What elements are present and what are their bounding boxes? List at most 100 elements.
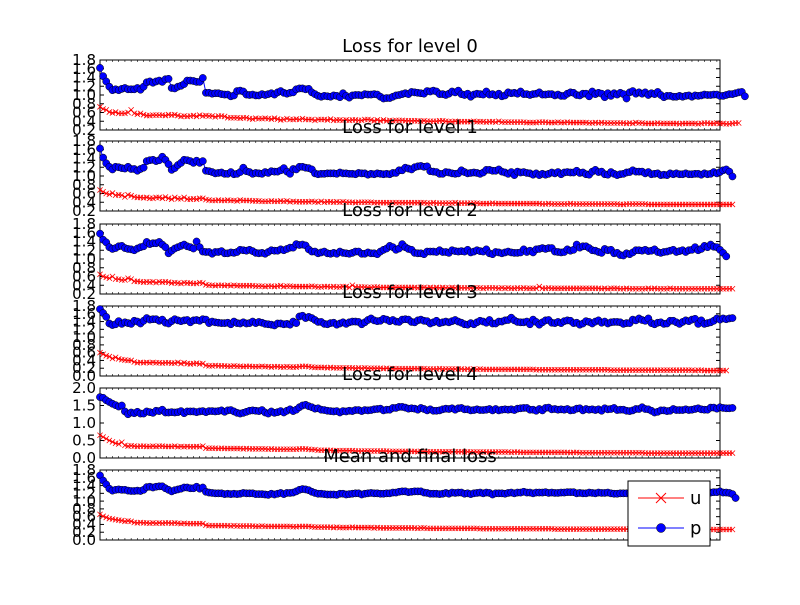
panel-2-p-point-21 — [161, 243, 170, 252]
panel-0: 0.20.40.60.81.01.21.41.61.8 Loss for leve… — [72, 36, 749, 139]
panel-3-ytick-label-8: 1.6 — [72, 305, 96, 323]
panel-0-ytick-label-2: 0.6 — [72, 104, 96, 122]
panel-0-ytick-label-4: 1.0 — [72, 86, 96, 104]
panel-2-u-point-8 — [122, 277, 128, 283]
panel-3-u-point-3 — [106, 353, 113, 360]
panel-1-ytick-label-6: 1.4 — [72, 150, 96, 168]
panel-3-ytick-label-5: 1.0 — [72, 328, 96, 346]
panel-2-ytick-label-1: 0.4 — [72, 276, 96, 294]
panel-1-p-point-203 — [728, 172, 737, 181]
panel-1-u-point-10 — [128, 192, 135, 199]
panel-1-p-point-33 — [198, 157, 207, 165]
panel-2-series-p — [96, 229, 731, 261]
panel-4-ytick-label-3: 1.5 — [72, 397, 96, 415]
panel-2-u-point-203 — [729, 285, 736, 292]
panel-2-p-point-30 — [189, 244, 198, 253]
panel-1-series-u — [97, 187, 736, 208]
panel-0-u-point-40 — [221, 113, 228, 120]
panel-2-p-point-201 — [722, 252, 731, 261]
panel-1-ytick-label-1: 0.4 — [72, 193, 96, 211]
panel-2-u-point-81 — [349, 282, 356, 289]
panel-4-ytick-label-4: 2.0 — [72, 379, 96, 397]
panel-0-u-point-5 — [112, 109, 119, 115]
panel-0-ytick-label-8: 1.8 — [72, 51, 96, 69]
panel-4-p-point-7 — [117, 401, 126, 410]
panel-2-ytick-label-5: 1.2 — [72, 241, 96, 259]
panel-4-series-p — [96, 393, 737, 419]
panel-2-series-u — [97, 271, 736, 292]
panel-5-p-point-204 — [731, 494, 740, 502]
panel-2-p-point-0 — [96, 229, 104, 238]
panel-1-p-point-14 — [139, 163, 148, 172]
panel-2-u-point-10 — [128, 276, 135, 283]
panel-0-u-point-205 — [735, 120, 742, 126]
panel-0-p-point-0 — [96, 64, 104, 72]
panel-2-ytick-label-4: 1.0 — [72, 250, 96, 268]
panel-0-ytick-label-1: 0.4 — [72, 112, 96, 130]
panel-0-u-point-31 — [193, 113, 200, 120]
panel-3-series-u-line — [99, 352, 727, 372]
panel-2-ytick-label-7: 1.6 — [72, 224, 96, 242]
legend-p-marker — [656, 523, 666, 533]
panel-1-u-point-4 — [109, 190, 116, 196]
panel-0-ytick-label-7: 1.6 — [72, 60, 96, 78]
panel-1-u-point-0 — [97, 187, 103, 193]
panel-4-u-point-4 — [109, 439, 116, 445]
panel-1-series-p — [96, 144, 737, 181]
panel-0-u-point-0 — [97, 103, 103, 110]
panel-4-u-point-1 — [100, 434, 106, 440]
panel-3-u-point-33 — [199, 360, 206, 367]
panel-4-u-point-203 — [729, 450, 736, 456]
panel-1-p-point-0 — [96, 144, 104, 153]
panel-0-p-point-22 — [164, 74, 173, 83]
panel-1-u-point-1 — [100, 188, 106, 195]
panel-3-u-point-25 — [175, 359, 181, 366]
panel-3-series-p — [96, 305, 737, 330]
panel-2-ytick-label-0: 0.2 — [72, 285, 96, 303]
panel-3-u-point-201 — [723, 367, 730, 374]
panel-1-u-point-23 — [168, 196, 175, 203]
panel-2-u-point-3 — [106, 275, 113, 282]
panel-3-ytick-label-4: 0.8 — [72, 336, 96, 354]
panel-0-ytick-label-0: 0.2 — [72, 121, 96, 139]
panel-4-title: Loss for level 4 — [342, 364, 478, 385]
panel-3-title: Loss for level 3 — [342, 282, 478, 303]
legend-p-label: p — [690, 518, 701, 539]
panel-1-u-point-33 — [199, 195, 206, 202]
panel-4-ytick-label-1: 0.5 — [72, 432, 96, 450]
panel-4: 0.0 0.51.01.52.0 Loss for level 4 — [72, 364, 737, 467]
panel-3-ytick-label-7: 1.4 — [72, 313, 96, 331]
panel-4-u-point-2 — [103, 435, 110, 442]
panel-0-u-point-74 — [327, 116, 334, 122]
panel-3-ytick-label-0: 0.0 — [72, 367, 96, 385]
panel-1-u-point-203 — [729, 201, 736, 208]
panel-2-u-point-80 — [346, 284, 353, 291]
panel-3-ytick-label-6: 1.2 — [72, 320, 96, 338]
panel-3-u-point-1 — [100, 351, 106, 358]
panel-0-series-p — [96, 64, 749, 103]
panel-4-u-point-33 — [199, 443, 206, 449]
panel-3-u-point-10 — [128, 357, 135, 364]
panel-1-u-point-21 — [162, 194, 169, 200]
panel-3-ytick-label-9: 1.8 — [72, 297, 96, 315]
panel-5-title: Mean and final loss — [323, 446, 497, 467]
panel-4-u-point-3 — [106, 437, 113, 444]
panel-1-ytick-label-2: 0.6 — [72, 185, 96, 203]
legend: up — [627, 480, 711, 547]
panel-1-u-point-26 — [178, 195, 184, 202]
panel-2-u-point-0 — [97, 271, 103, 278]
panel-3-axes-frame — [99, 305, 721, 377]
panel-3-ytick-label-3: 0.6 — [72, 344, 96, 362]
panel-3-p-point-2 — [102, 313, 111, 321]
panel-4-ytick-label-2: 1.0 — [72, 414, 96, 432]
panel-1-ytick-label-7: 1.6 — [72, 141, 96, 159]
panel-1-u-point-20 — [159, 195, 166, 202]
panel-0-title: Loss for level 0 — [342, 36, 478, 57]
panel-3-u-point-4 — [109, 355, 116, 362]
